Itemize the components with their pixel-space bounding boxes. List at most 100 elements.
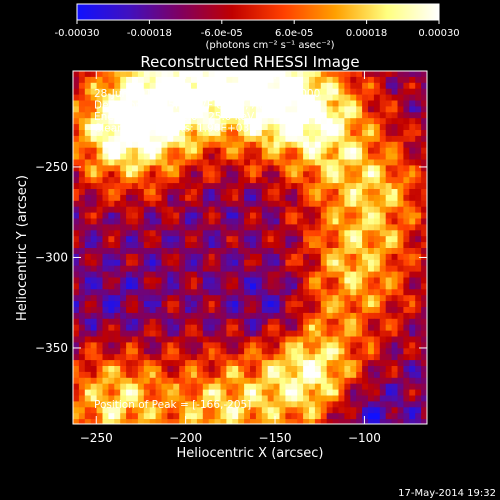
heatmap-cell bbox=[356, 189, 363, 196]
heatmap-cell bbox=[143, 82, 151, 90]
heatmap-cell bbox=[409, 189, 416, 196]
heatmap-cell bbox=[244, 289, 251, 296]
heatmap-cell bbox=[167, 236, 174, 243]
heatmap-cell bbox=[126, 212, 133, 219]
heatmap-cell bbox=[96, 360, 103, 367]
heatmap-cell bbox=[385, 295, 393, 302]
heatmap-cell bbox=[108, 307, 115, 314]
heatmap-cell bbox=[297, 242, 304, 249]
heatmap-cell bbox=[226, 383, 233, 391]
heatmap-cell bbox=[232, 177, 239, 184]
heatmap-cell bbox=[356, 159, 363, 166]
heatmap-cell bbox=[137, 419, 145, 424]
heatmap-cell bbox=[368, 248, 375, 255]
heatmap-cell bbox=[409, 218, 416, 225]
heatmap-cell bbox=[137, 253, 145, 261]
heatmap-cell bbox=[102, 407, 109, 414]
heatmap-cell bbox=[338, 289, 345, 296]
heatmap-cell bbox=[356, 177, 363, 184]
heatmap-cell bbox=[373, 336, 381, 343]
heatmap-cell bbox=[173, 360, 180, 367]
heatmap-cell bbox=[238, 371, 245, 379]
heatmap-cell bbox=[167, 277, 174, 284]
heatmap-cell bbox=[161, 283, 168, 290]
heatmap-cell bbox=[255, 277, 263, 284]
heatmap-cell bbox=[226, 271, 233, 278]
heatmap-cell bbox=[226, 295, 233, 302]
heatmap-cell bbox=[149, 94, 157, 101]
heatmap-cell bbox=[90, 354, 98, 361]
heatmap-cell bbox=[149, 206, 157, 214]
heatmap-cell bbox=[226, 88, 233, 96]
heatmap-cell bbox=[78, 100, 86, 107]
heatmap-cell bbox=[167, 141, 174, 149]
heatmap-cell bbox=[344, 159, 351, 166]
heatmap-cell bbox=[415, 106, 422, 113]
heatmap-cell bbox=[344, 218, 351, 225]
heatmap-cell bbox=[244, 401, 251, 408]
heatmap-cell bbox=[173, 130, 180, 137]
heatmap-cell bbox=[338, 135, 345, 143]
heatmap-cell bbox=[356, 194, 363, 202]
heatmap-cell bbox=[238, 389, 245, 396]
heatmap-cell bbox=[421, 419, 427, 424]
heatmap-cell bbox=[409, 124, 416, 131]
heatmap-cell bbox=[114, 259, 121, 267]
heatmap-cell bbox=[84, 194, 92, 202]
heatmap-cell bbox=[102, 295, 109, 302]
heatmap-cell bbox=[373, 259, 381, 267]
heatmap-cell bbox=[73, 312, 80, 320]
heatmap-cell bbox=[120, 82, 127, 90]
heatmap-cell bbox=[415, 324, 422, 332]
heatmap-cell bbox=[421, 413, 427, 420]
heatmap-cell bbox=[78, 218, 86, 225]
heatmap-cell bbox=[226, 259, 233, 267]
heatmap-cell bbox=[255, 265, 263, 273]
heatmap-cell bbox=[73, 242, 80, 249]
heatmap-cell bbox=[102, 360, 109, 367]
heatmap-cell bbox=[208, 94, 216, 101]
heatmap-cell bbox=[126, 360, 133, 367]
heatmap-cell bbox=[391, 124, 398, 131]
heatmap-cell bbox=[244, 118, 251, 125]
heatmap-cell bbox=[385, 277, 393, 284]
heatmap-cell bbox=[385, 383, 393, 391]
heatmap-cell bbox=[297, 371, 304, 379]
heatmap-cell bbox=[238, 218, 245, 225]
heatmap-cell bbox=[108, 177, 115, 184]
heatmap-cell bbox=[403, 271, 410, 278]
heatmap-cell bbox=[309, 88, 316, 96]
heatmap-cell bbox=[379, 194, 387, 202]
heatmap-cell bbox=[238, 82, 245, 90]
heatmap-cell bbox=[84, 401, 92, 408]
heatmap-cell bbox=[126, 295, 133, 302]
heatmap-cell bbox=[285, 348, 292, 355]
heatmap-cell bbox=[120, 342, 127, 349]
heatmap-cell bbox=[338, 342, 345, 349]
heatmap-cell bbox=[279, 124, 286, 131]
heatmap-cell bbox=[415, 141, 422, 149]
heatmap-cell bbox=[214, 82, 221, 90]
heatmap-cell bbox=[297, 189, 304, 196]
heatmap-cell bbox=[421, 330, 427, 337]
heatmap-cell bbox=[220, 76, 227, 84]
heatmap-cell bbox=[326, 377, 334, 385]
heatmap-cell bbox=[132, 189, 139, 196]
heatmap-cell bbox=[137, 301, 145, 308]
heatmap-cell bbox=[78, 165, 86, 172]
heatmap-cell bbox=[320, 200, 328, 208]
heatmap-cell bbox=[179, 366, 186, 373]
heatmap-cell bbox=[126, 224, 133, 231]
heatmap-cell bbox=[373, 419, 381, 424]
heatmap-cell bbox=[238, 165, 245, 172]
heatmap-cell bbox=[285, 189, 292, 196]
heatmap-cell bbox=[344, 395, 351, 402]
heatmap-cell bbox=[155, 153, 162, 160]
heatmap-cell bbox=[409, 366, 416, 373]
heatmap-cell bbox=[250, 141, 257, 149]
heatmap-cell bbox=[179, 307, 186, 314]
heatmap-cell bbox=[332, 112, 339, 119]
heatmap-cell bbox=[373, 141, 381, 149]
heatmap-cell bbox=[338, 324, 345, 332]
peak-position-label: Position of Peak = [-166,-205] bbox=[94, 399, 251, 411]
